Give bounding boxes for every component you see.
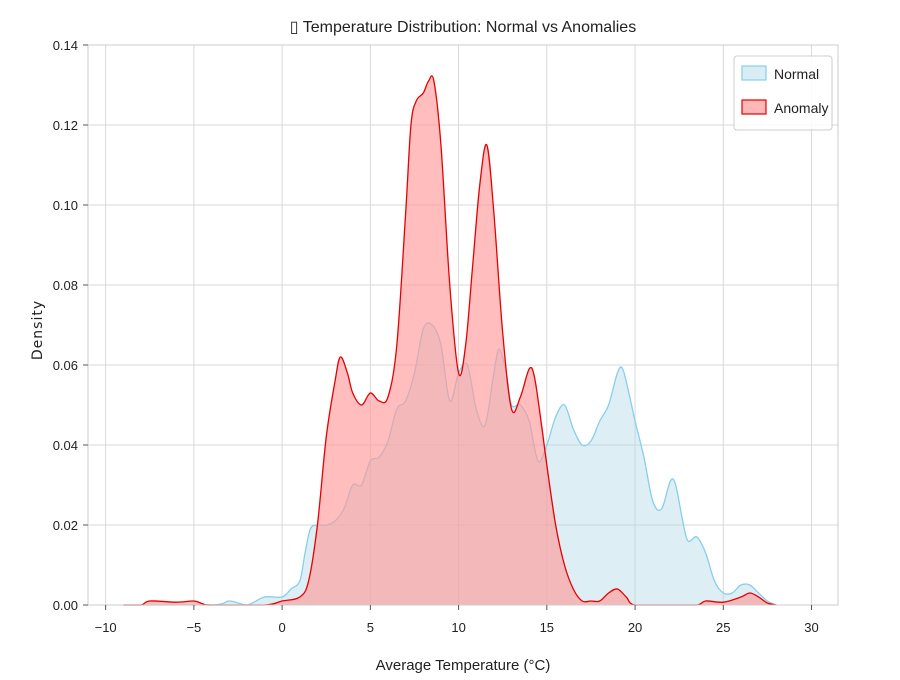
x-tick-label: 0 xyxy=(279,620,286,635)
y-tick-label: 0.14 xyxy=(53,38,78,53)
x-tick-label: 30 xyxy=(804,620,818,635)
x-tick-label: 25 xyxy=(716,620,730,635)
y-tick-label: 0.00 xyxy=(53,598,78,613)
legend-swatch-anomaly xyxy=(741,99,767,115)
x-tick-label: 5 xyxy=(367,620,374,635)
legend-label-anomaly: Anomaly xyxy=(774,100,828,116)
y-tick-label: 0.10 xyxy=(53,198,78,213)
y-tick-label: 0.08 xyxy=(53,278,78,293)
x-tick-label: −5 xyxy=(186,620,201,635)
x-axis-ticks: −10 −5 0 5 10 15 20 25 30 xyxy=(95,605,819,635)
y-axis-label: Density xyxy=(30,300,46,360)
y-tick-label: 0.12 xyxy=(53,118,78,133)
y-axis-ticks: 0.00 0.02 0.04 0.06 0.08 0.10 0.12 0.14 xyxy=(53,38,88,613)
x-tick-label: 20 xyxy=(628,620,642,635)
x-tick-label: 10 xyxy=(451,620,465,635)
series-layer xyxy=(123,75,777,606)
line-anomaly xyxy=(123,75,777,606)
y-tick-label: 0.02 xyxy=(53,518,78,533)
y-tick-label: 0.04 xyxy=(53,438,78,453)
chart-title: ▯ Temperature Distribution: Normal vs An… xyxy=(290,19,636,36)
area-anomaly xyxy=(123,75,777,605)
y-tick-label: 0.06 xyxy=(53,358,78,373)
legend-swatch-normal xyxy=(741,65,767,81)
legend: Normal Anomaly xyxy=(733,55,833,131)
legend-label-normal: Normal xyxy=(774,66,819,82)
plot-frame xyxy=(87,44,839,606)
x-tick-label: −10 xyxy=(95,620,117,635)
x-tick-label: 15 xyxy=(540,620,554,635)
x-axis-label: Average Temperature (°C) xyxy=(376,657,551,674)
